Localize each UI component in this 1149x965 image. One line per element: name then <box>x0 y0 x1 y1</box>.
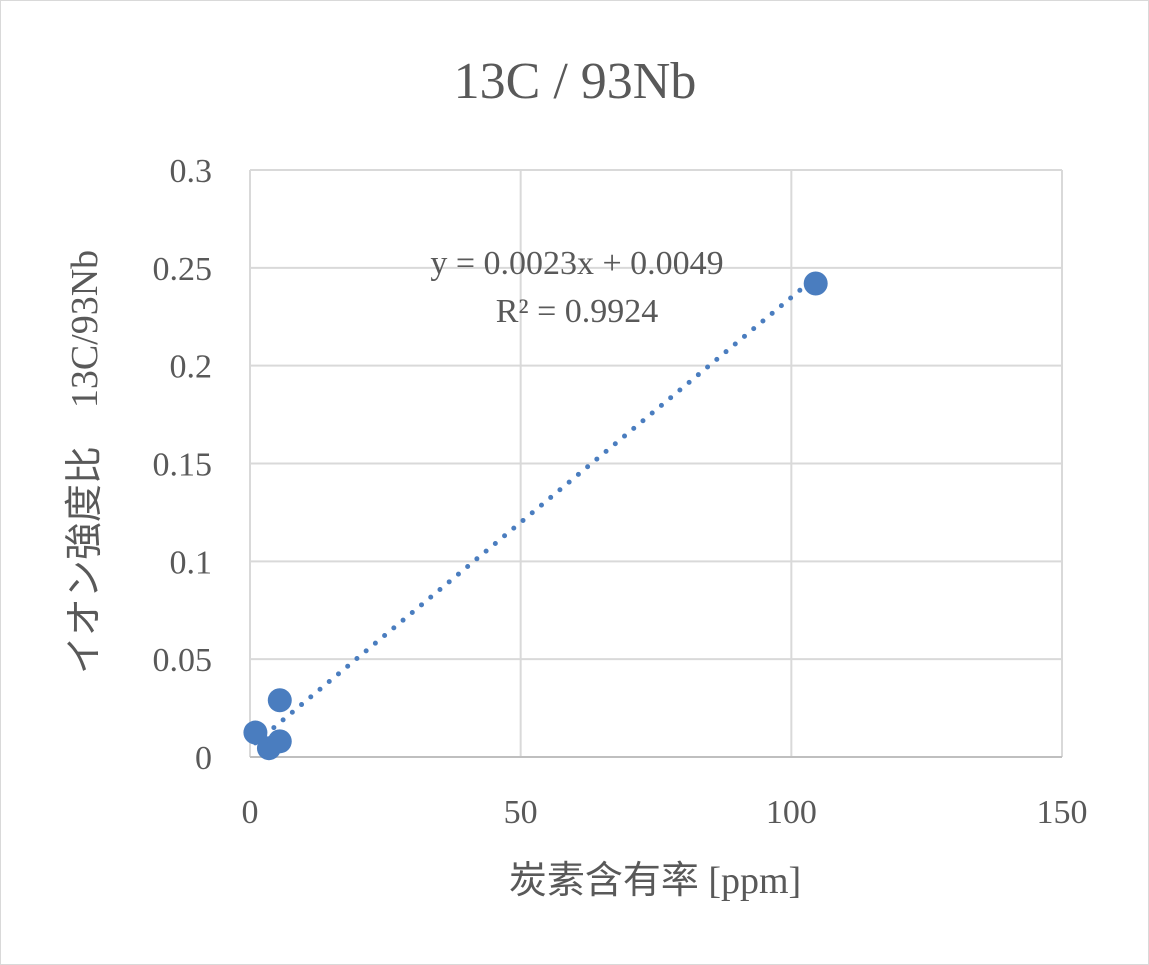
y-tick-label: 0.1 <box>170 544 213 581</box>
chart-title: 13C / 93Nb <box>454 53 697 110</box>
y-tick-label: 0.05 <box>153 642 213 679</box>
y-tick-label: 0.2 <box>170 349 213 386</box>
data-point <box>267 688 292 713</box>
y-tick-label: 0.15 <box>153 447 213 484</box>
data-point <box>803 271 828 296</box>
trendline-equation: y = 0.0023x + 0.0049 <box>430 245 723 282</box>
data-points <box>243 271 828 761</box>
x-tick-label: 0 <box>242 794 259 831</box>
x-tick-label: 50 <box>504 794 538 831</box>
trendline-r2: R² = 0.9924 <box>496 293 659 330</box>
y-axis-title: イオン強度比 13C/93Nb <box>64 250 106 674</box>
y-tick-label: 0 <box>195 740 212 777</box>
x-axis-title: 炭素含有率 [ppm] <box>509 860 801 902</box>
x-tick-label: 100 <box>766 794 817 831</box>
plot-border <box>249 170 1062 758</box>
data-point <box>243 720 268 745</box>
trendline <box>252 274 819 746</box>
data-point <box>267 729 292 754</box>
y-tick-label: 0.25 <box>153 251 213 288</box>
x-tick-labels: 0 50 100 150 <box>242 794 1088 831</box>
x-tick-label: 150 <box>1037 794 1088 831</box>
y-tick-label: 0.3 <box>170 153 213 190</box>
gridlines <box>250 169 1063 757</box>
trendline-path <box>252 274 819 746</box>
y-tick-labels: 0 0.05 0.1 0.15 0.2 0.25 0.3 <box>153 153 213 777</box>
